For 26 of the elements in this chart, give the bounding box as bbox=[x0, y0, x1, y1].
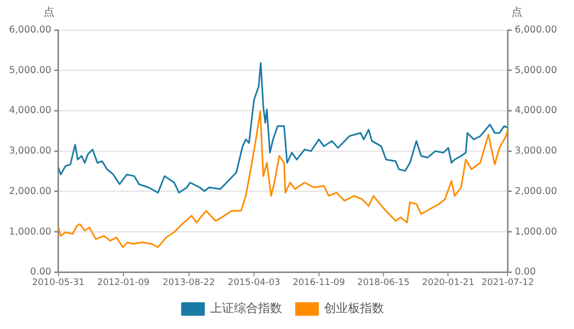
x-tick-label: 2012-01-09 bbox=[97, 278, 150, 288]
y-tick-label: 2,000.00 bbox=[8, 186, 52, 197]
y-tick-label: 4,000.00 bbox=[8, 105, 52, 116]
legend-label: 创业板指数 bbox=[324, 301, 384, 316]
y-tick-label: 6,000.00 bbox=[8, 24, 52, 36]
legend-label: 上证综合指数 bbox=[210, 301, 282, 316]
y2-tick-label: 5,000.00 bbox=[514, 64, 558, 76]
x-tick-label: 2018-06-15 bbox=[357, 278, 410, 288]
x-tick-label: 2020-01-21 bbox=[422, 278, 474, 288]
x-tick-label: 2013-08-22 bbox=[162, 278, 215, 288]
y-tick-label: 0.00 bbox=[30, 266, 52, 278]
y2-tick-label: 1,000.00 bbox=[514, 226, 558, 238]
x-tick-label: 2010-05-31 bbox=[32, 278, 84, 288]
y2-tick-label: 3,000.00 bbox=[514, 146, 558, 157]
y-tick-label: 3,000.00 bbox=[8, 146, 52, 157]
y-tick-label: 1,000.00 bbox=[8, 226, 52, 238]
y2-tick-label: 2,000.00 bbox=[514, 186, 558, 197]
x-tick-label: 2016-11-09 bbox=[292, 278, 346, 288]
x-tick-label: 2015-04-03 bbox=[228, 278, 280, 288]
y2-tick-label: 4,000.00 bbox=[514, 105, 558, 116]
y2-tick-label: 0.00 bbox=[514, 266, 536, 278]
y2-tick-label: 6,000.00 bbox=[514, 24, 558, 36]
y-tick-label: 5,000.00 bbox=[8, 64, 52, 76]
y-axis-title: 点 bbox=[43, 5, 54, 18]
x-tick-label: 2021-07-12 bbox=[482, 278, 534, 288]
y2-axis-title: 点 bbox=[512, 5, 523, 18]
